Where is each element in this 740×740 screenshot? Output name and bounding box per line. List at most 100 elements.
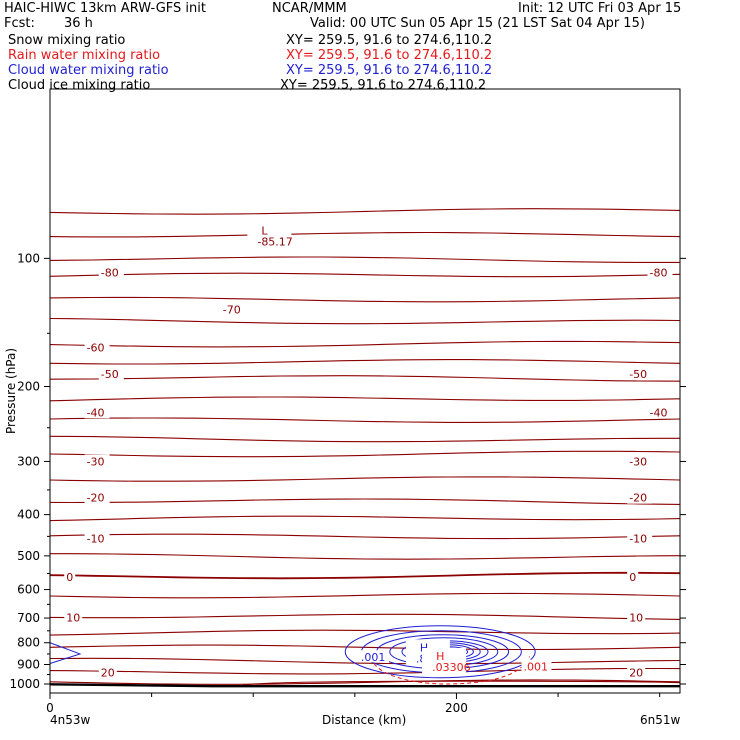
field-xy-rain: XY= 259.5, 91.6 to 274.6,110.2 [286, 48, 493, 63]
isotherm-line [49, 667, 681, 675]
temperature-label-bg [627, 531, 653, 545]
temperature-label-bg [84, 405, 110, 419]
y-tick-label: 700 [17, 611, 40, 625]
isotherm-line [49, 256, 680, 263]
temperature-label-bg [647, 265, 673, 279]
cloud-water-contour [344, 625, 536, 679]
init-time: Init: 12 UTC Fri 03 Apr 15 [518, 1, 682, 16]
model-title: HAIC-HIWC 13km ARW-GFS init [4, 1, 206, 16]
temperature-label: -50 [629, 368, 647, 381]
temperature-label: -40 [87, 406, 105, 419]
isotherm-line [49, 296, 681, 303]
y-tick-label: 100 [17, 251, 40, 265]
temperature-label: 20 [629, 667, 643, 680]
temperature-label: -70 [223, 304, 241, 317]
extremum-value: .03306 [432, 661, 471, 674]
surface-isotherm [242, 680, 681, 686]
isotherm-line [49, 629, 681, 636]
plot-frame [49, 88, 681, 694]
y-tick-label: 300 [17, 454, 40, 468]
temperature-label: -80 [650, 267, 668, 280]
rain-water-contour [370, 656, 531, 685]
temperature-label-bg [84, 490, 110, 504]
isotherm-line [49, 231, 681, 238]
isotherm-line [49, 679, 681, 685]
forecast-label: Fcst: [4, 16, 35, 31]
isotherm-line [49, 317, 681, 325]
field-name-snow: Snow mixing ratio [8, 33, 126, 48]
temperature-label: -80 [101, 267, 119, 280]
temperature-label-bg [627, 367, 653, 381]
temperature-label: 10 [66, 612, 80, 625]
extremum-bg [247, 222, 292, 249]
y-tick-label: 500 [17, 549, 40, 563]
isotherm-line [49, 417, 681, 423]
extremum-symbol: H [420, 641, 428, 654]
isotherm-line [49, 592, 681, 599]
forecast-value: 36 h [64, 16, 93, 31]
y-tick-label: 200 [17, 379, 40, 393]
isotherm-line [49, 359, 681, 365]
temperature-label: -60 [87, 342, 105, 355]
isotherm-line [49, 208, 681, 215]
isotherm-line [49, 396, 681, 402]
extremum-symbol: L [261, 225, 268, 238]
right-endpoint-label: 6n51w [640, 713, 681, 727]
field-name-cloud-water: Cloud water mixing ratio [8, 63, 169, 78]
temperature-label-bg [627, 569, 639, 583]
temperature-label: -20 [629, 492, 647, 505]
temperature-label-bg [647, 405, 673, 419]
isotherm-line [49, 571, 681, 580]
temperature-label-bg [98, 367, 124, 381]
temperature-label-bg [64, 610, 83, 624]
isotherm-line [49, 657, 681, 665]
temperature-label-bg [627, 454, 653, 468]
contour-label: .001 [524, 661, 549, 674]
temperature-label: -10 [629, 532, 647, 545]
temperature-label-bg [627, 665, 646, 679]
temperature-label-bg [627, 610, 646, 624]
field-xy-cloud-water: XY= 259.5, 91.6 to 274.6,110.2 [286, 63, 493, 78]
isotherm-line [49, 375, 681, 382]
temperature-label: 0 [629, 571, 636, 584]
isotherm-line [49, 450, 681, 458]
left-endpoint-label: 4n53w [50, 713, 91, 727]
temperature-label: -20 [87, 492, 105, 505]
temperature-label: -30 [629, 455, 647, 468]
isotherm-line [49, 644, 681, 651]
isotherm-line [49, 613, 681, 620]
temperature-label-bg [84, 531, 110, 545]
contour-label: .001 [361, 651, 386, 664]
temperature-label-bg [84, 340, 110, 354]
temperature-label-bg [84, 454, 110, 468]
org-label: NCAR/MMM [272, 1, 347, 16]
field-xy-snow: XY= 259.5, 91.6 to 274.6,110.2 [286, 33, 493, 48]
field-name-rain: Rain water mixing ratio [8, 48, 161, 63]
temperature-label-bg [98, 665, 117, 679]
isotherm-line [49, 515, 681, 522]
temperature-label-bg [627, 490, 653, 504]
temperature-label: 20 [101, 667, 115, 680]
y-tick-label: 1000 [9, 677, 40, 691]
contour-label-bg [358, 650, 389, 663]
isotherm-line [50, 553, 681, 560]
isotherm-line [49, 476, 681, 482]
temperature-label: -40 [650, 406, 668, 419]
temperature-label: 0 [66, 571, 73, 584]
y-axis-title: Pressure (hPa) [4, 348, 18, 434]
x-tick-label: 0 [46, 701, 54, 715]
cloud-water-contour [49, 642, 82, 664]
x-tick-label: 200 [445, 701, 468, 715]
temperature-label: -10 [87, 532, 105, 545]
extremum-value: -85.17 [257, 236, 292, 249]
y-tick-label: 400 [17, 508, 40, 522]
extremum-symbol: H [436, 650, 444, 663]
valid-time: Valid: 00 UTC Sun 05 Apr 15 (21 LST Sat … [310, 16, 645, 31]
temperature-label: 10 [629, 612, 643, 625]
temperature-label-bg [98, 265, 124, 279]
y-tick-label: 800 [17, 636, 40, 650]
temperature-label-bg [64, 569, 76, 583]
ground-line [49, 683, 680, 688]
x-axis-title: Distance (km) [322, 713, 407, 727]
